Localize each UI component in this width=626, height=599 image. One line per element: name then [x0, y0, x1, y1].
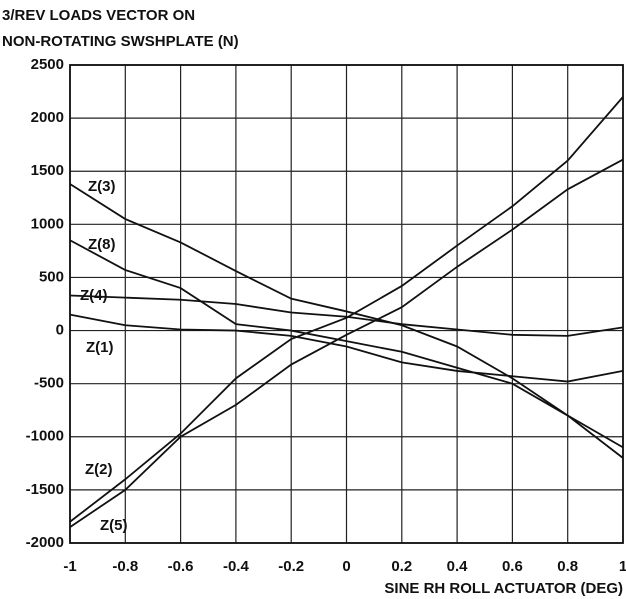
- x-tick-label: -0.2: [278, 558, 304, 575]
- x-tick-label: 0.6: [502, 558, 523, 575]
- chart-title: NON-ROTATING SWSHPLATE (N): [2, 33, 239, 50]
- series-line: [69, 239, 624, 459]
- x-tick-label: 0.4: [447, 558, 469, 575]
- series-line: [69, 158, 624, 528]
- x-tick-label: -1: [63, 558, 76, 575]
- x-tick-label: 0.8: [557, 558, 578, 575]
- y-tick-label: -1500: [26, 481, 64, 498]
- y-tick-label: 1000: [31, 215, 64, 232]
- y-tick-label: -1000: [26, 428, 64, 445]
- x-tick-label: -0.4: [223, 558, 250, 575]
- series-line: [69, 294, 624, 337]
- series-label: Z(5): [100, 517, 128, 534]
- y-tick-label: 0: [56, 322, 64, 339]
- x-axis-label: SINE RH ROLL ACTUATOR (DEG): [384, 580, 623, 597]
- y-tick-label: -500: [34, 375, 64, 392]
- series-label: Z(3): [88, 178, 116, 195]
- series-line: [69, 313, 624, 383]
- plot-frame: [69, 64, 624, 544]
- series-line: [69, 183, 624, 449]
- x-tick-label: 0: [342, 558, 350, 575]
- x-tick-label: 0.2: [391, 558, 412, 575]
- series-label: Z(2): [85, 461, 113, 478]
- y-tick-label: 1500: [31, 162, 64, 179]
- x-tick-label: -0.8: [112, 558, 138, 575]
- x-tick-label: 1: [619, 558, 626, 575]
- y-tick-label: 500: [39, 268, 64, 285]
- series-label: Z(8): [88, 236, 116, 253]
- chart-title: 3/REV LOADS VECTOR ON: [2, 7, 195, 24]
- series-label: Z(4): [80, 287, 108, 304]
- y-tick-label: -2000: [26, 534, 64, 551]
- series-label: Z(1): [86, 339, 114, 356]
- series-line: [69, 96, 624, 523]
- x-tick-label: -0.6: [168, 558, 194, 575]
- y-tick-label: 2500: [31, 56, 64, 73]
- y-tick-label: 2000: [31, 109, 64, 126]
